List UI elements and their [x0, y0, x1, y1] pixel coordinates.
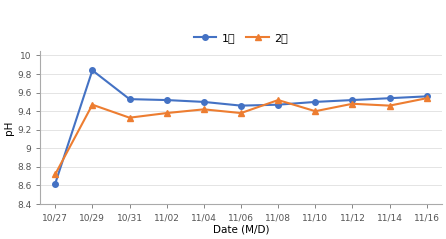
- 1단: [387, 97, 392, 100]
- 2단: [313, 110, 318, 113]
- 2단: [201, 108, 206, 111]
- Y-axis label: pH: pH: [4, 120, 14, 135]
- 1단: [313, 100, 318, 103]
- 2단: [53, 173, 58, 176]
- 2단: [424, 97, 429, 100]
- Legend: 1단, 2단: 1단, 2단: [190, 29, 293, 48]
- 2단: [387, 104, 392, 107]
- X-axis label: Date (M/D): Date (M/D): [213, 225, 269, 235]
- 2단: [90, 103, 95, 106]
- 1단: [238, 104, 244, 107]
- 2단: [238, 112, 244, 114]
- 2단: [350, 102, 355, 105]
- 2단: [164, 112, 169, 114]
- 1단: [164, 99, 169, 102]
- 1단: [201, 100, 206, 103]
- 1단: [127, 98, 132, 101]
- 1단: [53, 182, 58, 185]
- 1단: [424, 95, 429, 98]
- 1단: [90, 69, 95, 72]
- 1단: [350, 99, 355, 102]
- Line: 2단: 2단: [53, 95, 429, 177]
- 2단: [127, 116, 132, 119]
- 2단: [276, 99, 281, 102]
- Line: 1단: 1단: [53, 68, 429, 186]
- 1단: [276, 103, 281, 106]
